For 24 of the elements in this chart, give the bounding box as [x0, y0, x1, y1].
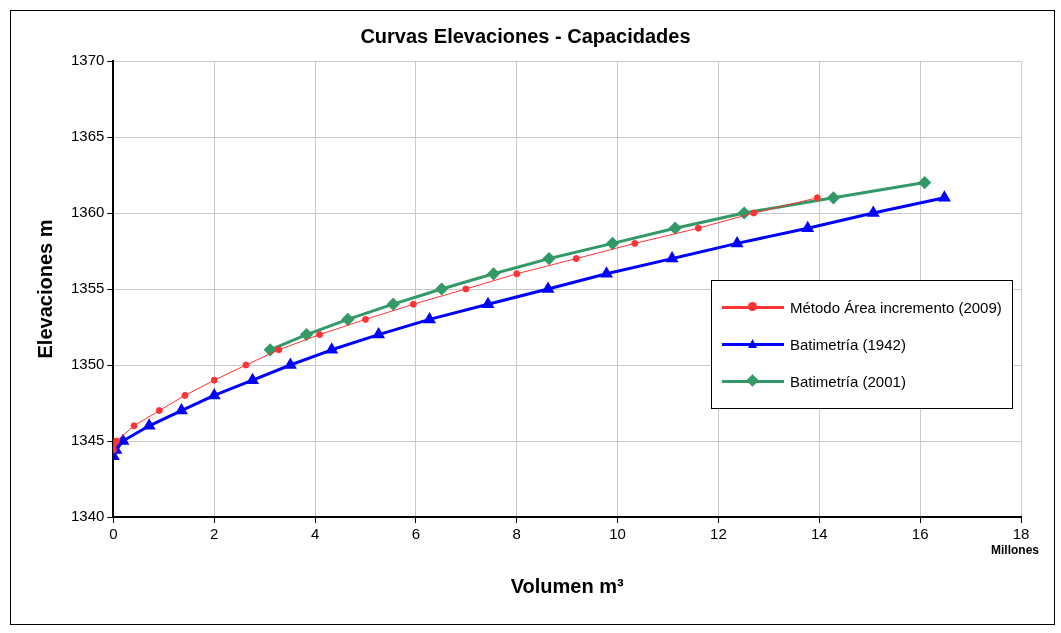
y-tick-label: 1365 — [70, 127, 105, 145]
x-tick-label: 8 — [512, 525, 521, 543]
x-tick-label: 10 — [609, 525, 626, 543]
legend-label: Batimetría (1942) — [790, 335, 906, 353]
y-tick-label: 1340 — [70, 507, 105, 525]
legend-label: Método Área incremento (2009) — [790, 298, 1002, 316]
text: Millones — [990, 543, 1040, 558]
x-tick-label: 4 — [310, 525, 320, 543]
y-tick-label: 1345 — [70, 431, 105, 449]
x-tick-label: 12 — [710, 525, 727, 543]
y-axis-title: Elevaciones m — [33, 219, 56, 359]
x-tick-label: 18 — [1012, 525, 1030, 543]
x-tick-label: 2 — [210, 525, 219, 543]
x-tick-label: 14 — [810, 525, 828, 543]
x-tick-label: 0 — [109, 525, 118, 543]
y-tick-label: 1360 — [70, 203, 105, 221]
y-tick-label: 1350 — [70, 355, 105, 373]
y-tick-label: 1355 — [70, 279, 105, 297]
x-tick-label: 6 — [411, 525, 421, 543]
x-axis-title: Volumen m³ — [510, 574, 625, 597]
x-tick-label: 16 — [911, 525, 929, 543]
chart-title: Curvas Elevaciones - Capacidades — [360, 24, 691, 47]
legend-label: Batimetría (2001) — [790, 372, 906, 390]
y-tick-label: 1370 — [70, 51, 105, 69]
